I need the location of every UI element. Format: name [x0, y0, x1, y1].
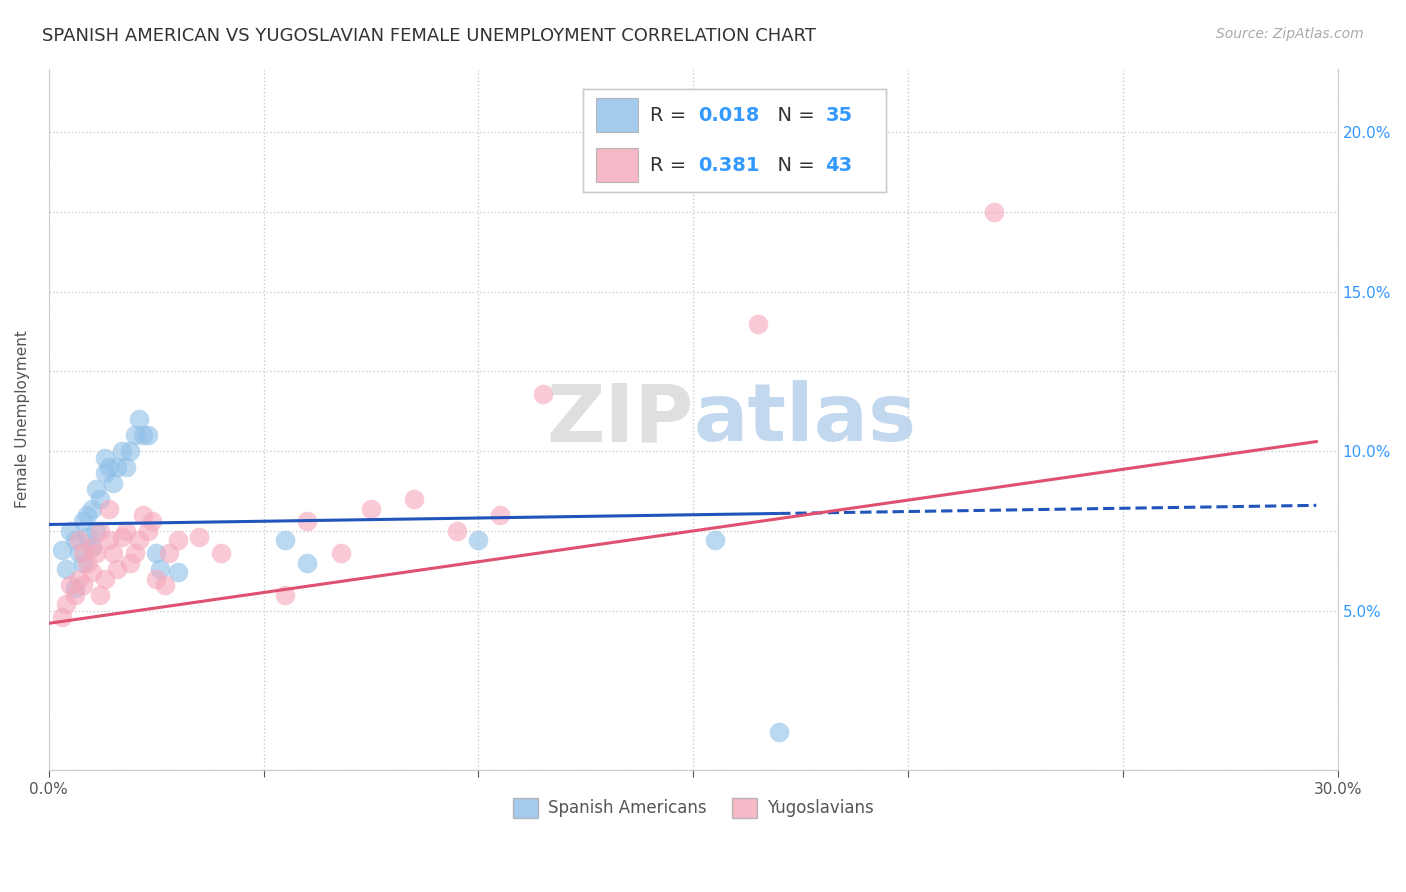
Point — [768, 724, 790, 739]
Point — [747, 317, 769, 331]
Point — [67, 546, 90, 560]
Point — [103, 546, 125, 560]
Point — [703, 533, 725, 548]
Point — [84, 546, 107, 560]
Point — [489, 508, 512, 522]
Point — [120, 444, 142, 458]
Point — [97, 533, 120, 548]
Point — [84, 524, 107, 538]
Point — [80, 501, 103, 516]
Point — [157, 546, 180, 560]
Point — [93, 467, 115, 481]
Point — [89, 524, 111, 538]
Point — [132, 428, 155, 442]
Text: ZIP: ZIP — [546, 380, 693, 458]
Point — [76, 530, 98, 544]
Point — [274, 588, 297, 602]
Point — [63, 533, 86, 548]
Point — [67, 533, 90, 548]
Point — [274, 533, 297, 548]
Text: 0.018: 0.018 — [699, 106, 759, 126]
Point — [80, 540, 103, 554]
Point — [136, 428, 159, 442]
Point — [467, 533, 489, 548]
Text: Source: ZipAtlas.com: Source: ZipAtlas.com — [1216, 27, 1364, 41]
Bar — [596, 148, 638, 181]
Bar — [596, 98, 638, 132]
Point — [107, 562, 129, 576]
Point — [166, 566, 188, 580]
Point — [80, 566, 103, 580]
Point — [209, 546, 232, 560]
Point — [124, 546, 146, 560]
Point — [72, 514, 94, 528]
Point — [51, 610, 73, 624]
Point — [295, 556, 318, 570]
Point — [55, 597, 77, 611]
Point — [360, 501, 382, 516]
Point — [111, 530, 134, 544]
Text: R =: R = — [650, 155, 693, 175]
Text: R =: R = — [650, 106, 693, 126]
Text: 43: 43 — [825, 155, 852, 175]
Point — [295, 514, 318, 528]
Text: N =: N = — [765, 155, 821, 175]
Point — [446, 524, 468, 538]
Point — [188, 530, 211, 544]
Point — [136, 524, 159, 538]
Point — [145, 572, 167, 586]
Text: atlas: atlas — [693, 380, 917, 458]
Point — [93, 450, 115, 465]
Point — [93, 572, 115, 586]
Point — [124, 428, 146, 442]
Text: 35: 35 — [825, 106, 852, 126]
Point — [141, 514, 163, 528]
Point — [76, 508, 98, 522]
Point — [97, 460, 120, 475]
Point — [67, 572, 90, 586]
Point — [72, 556, 94, 570]
Point — [531, 386, 554, 401]
Point — [128, 533, 150, 548]
Point — [107, 460, 129, 475]
Point — [983, 205, 1005, 219]
Point — [63, 588, 86, 602]
Point — [145, 546, 167, 560]
Point — [402, 491, 425, 506]
Point — [149, 562, 172, 576]
Y-axis label: Female Unemployment: Female Unemployment — [15, 330, 30, 508]
Point — [63, 581, 86, 595]
Point — [59, 524, 82, 538]
Point — [103, 476, 125, 491]
Point — [80, 540, 103, 554]
Point — [115, 524, 138, 538]
Text: 0.381: 0.381 — [699, 155, 759, 175]
Point — [51, 543, 73, 558]
Point — [72, 546, 94, 560]
Point — [166, 533, 188, 548]
Text: N =: N = — [765, 106, 821, 126]
Point — [132, 508, 155, 522]
Point — [89, 491, 111, 506]
Text: SPANISH AMERICAN VS YUGOSLAVIAN FEMALE UNEMPLOYMENT CORRELATION CHART: SPANISH AMERICAN VS YUGOSLAVIAN FEMALE U… — [42, 27, 815, 45]
Point — [111, 444, 134, 458]
Point — [89, 588, 111, 602]
Point — [72, 578, 94, 592]
Point — [84, 483, 107, 497]
Point — [76, 556, 98, 570]
Point — [115, 460, 138, 475]
Point — [128, 412, 150, 426]
Point — [329, 546, 352, 560]
Point — [55, 562, 77, 576]
Point — [97, 501, 120, 516]
Point — [120, 556, 142, 570]
Legend: Spanish Americans, Yugoslavians: Spanish Americans, Yugoslavians — [506, 791, 880, 825]
Point — [59, 578, 82, 592]
Point — [153, 578, 176, 592]
